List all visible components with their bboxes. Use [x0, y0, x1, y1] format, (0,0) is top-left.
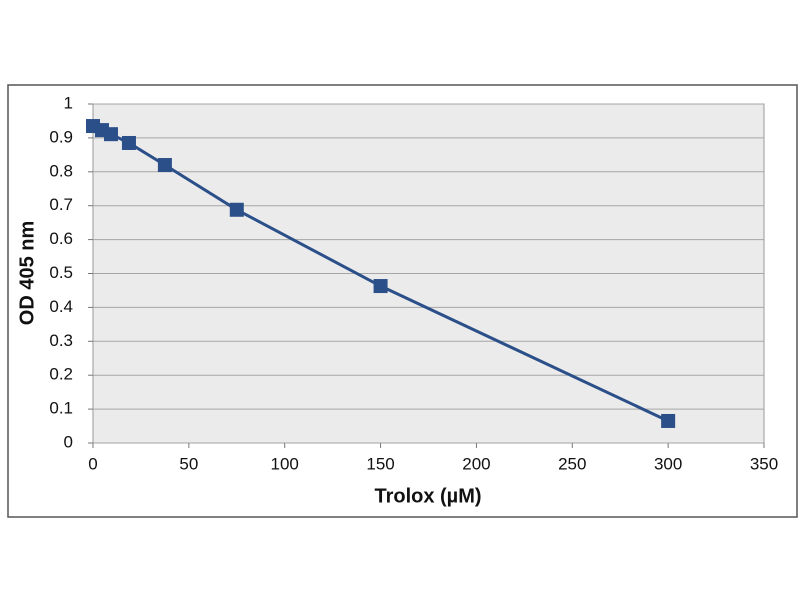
data-point	[121, 135, 136, 150]
x-tick-label: 350	[750, 454, 778, 473]
y-tick-label: 0.5	[49, 263, 73, 282]
y-tick-label: 0.6	[49, 229, 73, 248]
x-axis-title: Trolox (µM)	[374, 485, 481, 507]
x-tick-label: 100	[271, 454, 299, 473]
y-tick-label: 0.3	[49, 331, 73, 350]
y-tick-label: 0	[64, 432, 73, 451]
x-tick-label: 300	[654, 454, 682, 473]
data-point	[661, 413, 676, 428]
x-tick-label: 200	[462, 454, 490, 473]
y-tick-label: 0.7	[49, 195, 73, 214]
y-tick-label: 0.2	[49, 365, 73, 384]
y-tick-label: 0.8	[49, 161, 73, 180]
y-axis-title: OD 405 nm	[16, 221, 38, 325]
data-point	[103, 127, 118, 142]
x-tick-label: 50	[179, 454, 198, 473]
y-tick-label: 0.9	[49, 127, 73, 146]
data-point	[229, 202, 244, 217]
y-tick-label: 0.4	[49, 297, 73, 316]
x-tick-label: 0	[88, 454, 97, 473]
y-tick-label: 0.1	[49, 399, 73, 418]
data-point	[157, 158, 172, 173]
x-tick-label: 250	[558, 454, 586, 473]
y-tick-label: 1	[64, 93, 73, 112]
x-tick-label: 150	[366, 454, 394, 473]
data-point	[373, 279, 388, 294]
